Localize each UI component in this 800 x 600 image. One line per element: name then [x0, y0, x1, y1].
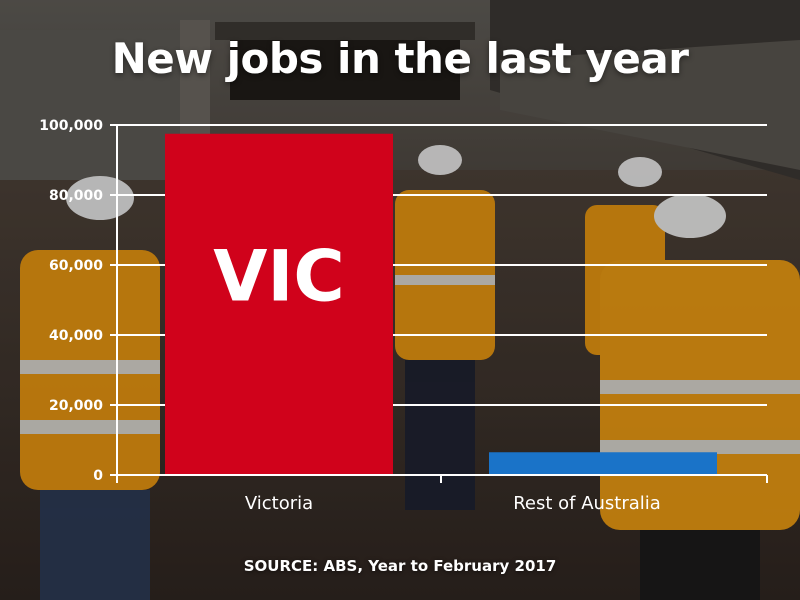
bar-label: VIC	[213, 235, 345, 317]
y-tick-label: 80,000	[49, 188, 103, 204]
y-tick-label: 60,000	[49, 258, 103, 274]
y-tick-label: 40,000	[49, 328, 103, 344]
y-tick-label: 20,000	[49, 398, 103, 414]
bar-rest-of-australia	[489, 452, 717, 475]
axes: 0 20,000 40,000 60,000 80,000 100,000 Victoria…	[39, 118, 768, 514]
bars: VIC	[165, 133, 717, 475]
bar-victoria	[165, 133, 393, 475]
chart-title: New jobs in the last year	[111, 34, 689, 83]
y-tick-label: 100,000	[39, 118, 103, 134]
x-tick-label: Rest of Australia	[513, 493, 661, 514]
source-note: SOURCE: ABS, Year to February 2017	[243, 557, 557, 575]
x-tick-label: Victoria	[245, 493, 313, 514]
y-tick-label: 0	[93, 468, 103, 484]
